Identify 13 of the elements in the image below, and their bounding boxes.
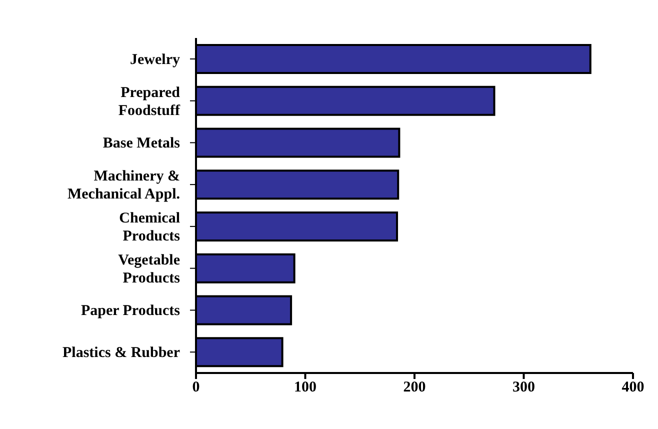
x-tick-label: 400 <box>622 380 644 396</box>
x-tick-label: 200 <box>403 380 426 396</box>
y-tick-label: Base Metals <box>102 136 180 152</box>
y-tick-label: Plastics & Rubber <box>62 345 180 362</box>
y-tick-label: Paper Products <box>80 303 180 320</box>
x-tick-label: 300 <box>512 380 535 396</box>
x-tick-label: 100 <box>294 380 316 396</box>
y-tick-label: Vegetable Products <box>118 252 180 286</box>
x-tick-label: 0 <box>192 380 200 396</box>
y-tick-label: Machinery & Mechanical Appl. <box>67 168 180 203</box>
y-tick-label: Jewelry <box>130 52 180 68</box>
y-tick-label: Chemical Products <box>119 210 180 244</box>
y-tick-label: Prepared Foodstuff <box>118 84 182 119</box>
